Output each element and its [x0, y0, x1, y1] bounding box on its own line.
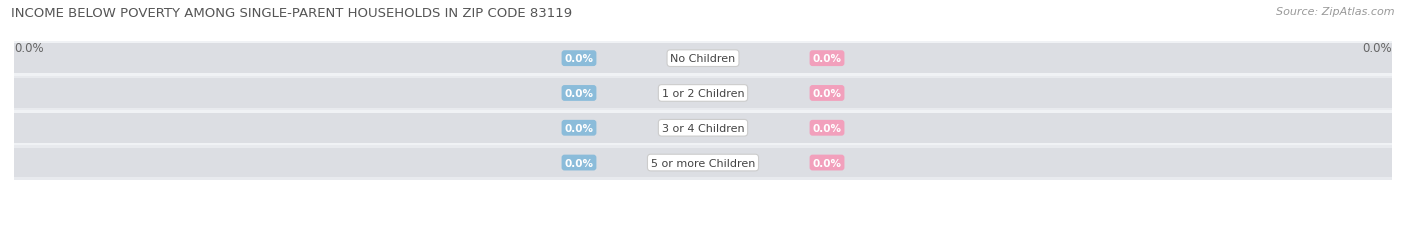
Bar [14, 148, 703, 178]
Bar [14, 42, 1392, 76]
Bar [14, 146, 1392, 180]
Bar [703, 113, 1392, 143]
Bar [14, 111, 1392, 146]
Bar [703, 148, 1392, 178]
Text: 0.0%: 0.0% [1362, 42, 1392, 55]
Text: 1 or 2 Children: 1 or 2 Children [662, 88, 744, 99]
Bar [14, 76, 1392, 111]
Text: 5 or more Children: 5 or more Children [651, 158, 755, 168]
Bar [14, 113, 703, 143]
Text: 0.0%: 0.0% [813, 54, 842, 64]
Text: 0.0%: 0.0% [564, 123, 593, 133]
Text: 0.0%: 0.0% [564, 88, 593, 99]
Bar [703, 79, 1392, 108]
Text: 0.0%: 0.0% [564, 158, 593, 168]
Text: 0.0%: 0.0% [813, 88, 842, 99]
Bar [14, 44, 703, 74]
Text: 0.0%: 0.0% [564, 54, 593, 64]
Text: 0.0%: 0.0% [813, 123, 842, 133]
Bar [703, 44, 1392, 74]
Text: INCOME BELOW POVERTY AMONG SINGLE-PARENT HOUSEHOLDS IN ZIP CODE 83119: INCOME BELOW POVERTY AMONG SINGLE-PARENT… [11, 7, 572, 20]
Text: Source: ZipAtlas.com: Source: ZipAtlas.com [1277, 7, 1395, 17]
Bar [14, 79, 703, 108]
Text: 3 or 4 Children: 3 or 4 Children [662, 123, 744, 133]
Text: 0.0%: 0.0% [14, 42, 44, 55]
Text: No Children: No Children [671, 54, 735, 64]
Text: 0.0%: 0.0% [813, 158, 842, 168]
